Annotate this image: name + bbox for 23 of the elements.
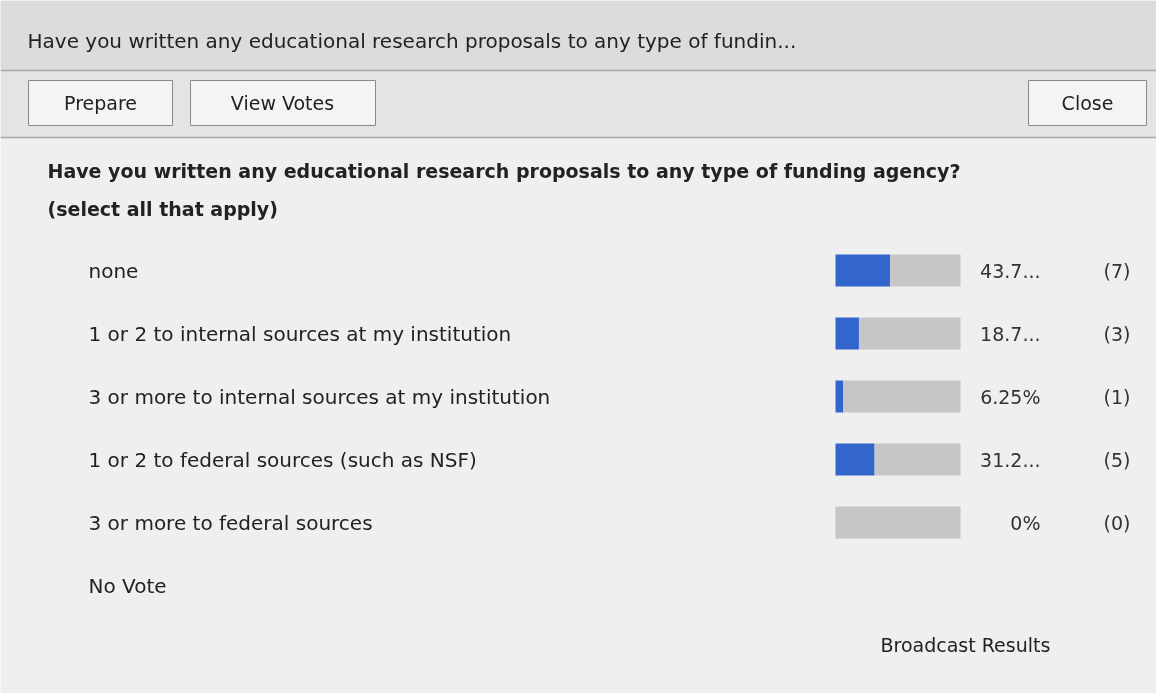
text: View Votes [230,91,335,114]
text: Broadcast Results [880,633,1051,656]
text: (select all that apply) [47,197,278,220]
data-label: 31.2... [980,448,1041,471]
text: (3) [1103,322,1131,345]
y-tick-label: none [88,258,139,283]
data-label: 18.7... [980,322,1041,345]
text: Have you written any educational research proposals to any type of funding agency? [47,159,961,182]
y-tick-label: 1 or 2 to internal sources at my institution [88,321,512,346]
text: Have you written any educational research proposals to any type of fundin... [27,28,797,53]
y-tick-label: 3 or more to internal sources at my institution [88,384,551,409]
text: (5) [1103,448,1131,471]
text: Prepare [64,91,137,114]
text: (0) [1103,511,1131,534]
text: (1) [1103,385,1131,408]
text: No Vote [88,573,167,598]
data-label: 0% [1010,511,1041,534]
y-tick-label: 1 or 2 to federal sources (such as NSF) [88,447,477,472]
y-tick-label: 3 or more to federal sources [88,510,373,535]
data-label: 6.25% [980,385,1041,408]
text: Close [1061,91,1114,114]
text: (7) [1103,259,1131,282]
data-label: 43.7... [980,259,1041,282]
